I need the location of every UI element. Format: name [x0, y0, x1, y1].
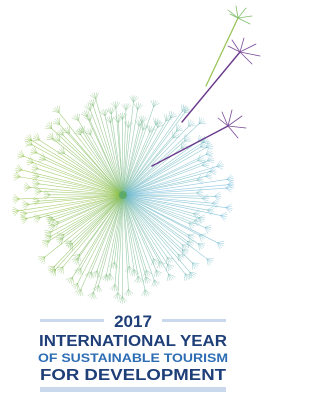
seed-tuft [158, 261, 160, 268]
seed-tuft [26, 183, 31, 188]
seed-tuft [202, 161, 207, 166]
seed-tuft [36, 187, 41, 192]
seed-tuft [27, 163, 34, 165]
seed-tuft [18, 156, 25, 158]
seed-tuft [45, 230, 52, 231]
seed-tuft [126, 105, 131, 110]
seed-tuft [78, 283, 80, 290]
seed-tuft [44, 192, 51, 194]
seed-tuft [228, 6, 252, 24]
seed-tuft [154, 280, 158, 285]
seed-ray [93, 106, 123, 195]
seed-tuft [26, 145, 33, 146]
seed-tuft [217, 241, 224, 242]
seed-tuft [133, 97, 138, 102]
seed-tuft [24, 204, 29, 209]
seed-tuft [153, 259, 158, 264]
seed-tuft [54, 222, 59, 227]
seed-tuft [192, 263, 197, 268]
seed-tuft [85, 116, 90, 121]
seed-tuft [128, 289, 133, 294]
seed-tuft [156, 270, 161, 275]
dandelion-center [119, 191, 127, 199]
seed-tuft [184, 106, 185, 113]
seed-tuft [118, 114, 123, 119]
seed-ray [70, 133, 123, 195]
seed-stem [206, 18, 238, 86]
seed-tuft [164, 114, 165, 121]
page: 2017 INTERNATIONAL YEAR OF SUSTAINABLE T… [0, 0, 266, 414]
seed-tuft [206, 155, 213, 157]
seed-tuft [196, 188, 201, 193]
seed-tuft [111, 103, 116, 108]
seed-tuft [197, 161, 204, 163]
seed-tuft [19, 152, 24, 157]
seed-tuft [214, 194, 221, 196]
seed-tuft [39, 160, 46, 162]
seed-tuft [114, 118, 119, 123]
seed-tuft [207, 161, 214, 163]
seed-tuft [81, 268, 82, 275]
seed-tuft [188, 234, 195, 235]
year: 2017 [114, 312, 152, 331]
logo: 2017 INTERNATIONAL YEAR OF SUSTAINABLE T… [0, 0, 266, 414]
seed-tuft [14, 199, 19, 204]
seed-tuft [120, 296, 122, 303]
seed-tuft [214, 196, 219, 201]
seed-tuft [198, 243, 205, 244]
seed-tuft [32, 148, 37, 153]
seed-tuft [153, 118, 155, 125]
seed-ray [123, 124, 199, 195]
seed-tuft [199, 119, 204, 124]
seed-tuft [202, 166, 209, 168]
seed-tuft [122, 114, 126, 119]
accent-bar [40, 387, 226, 392]
dandelion [12, 92, 234, 303]
seed-tuft [214, 192, 219, 196]
seed-tuft [33, 140, 40, 141]
seed-tuft [189, 223, 194, 228]
seed-ray [20, 195, 123, 199]
seed-tuft [45, 195, 50, 199]
seed-tuft [167, 274, 168, 281]
seed-tuft [110, 284, 115, 289]
seed-tuft [122, 296, 126, 301]
seed-tuft [154, 270, 156, 277]
seed-tuft [122, 296, 124, 303]
seed-tuft [218, 110, 246, 138]
seed-tuft [207, 156, 212, 161]
seed-tuft [86, 105, 91, 110]
title-line: INTERNATIONAL YEAR [39, 333, 227, 350]
seed-tuft [214, 196, 221, 198]
seed-tuft [152, 280, 154, 287]
seed-tuft [181, 104, 182, 111]
seed-tuft [205, 225, 212, 227]
seed-tuft [47, 124, 52, 129]
seed-ray [33, 163, 123, 195]
seed-tuft [78, 114, 79, 121]
seed-tuft [30, 153, 37, 155]
seed-tuft [81, 289, 83, 296]
seed-tuft [226, 208, 231, 213]
seed-ray [123, 195, 154, 280]
seed-tuft [73, 277, 74, 284]
seed-tuft [122, 113, 124, 120]
seed-tuft [82, 112, 87, 117]
title-line: OF SUSTAINABLE TOURISM [38, 353, 228, 365]
seed-tuft [169, 111, 170, 118]
seed-tuft [91, 128, 93, 135]
seed-tuft [45, 190, 50, 195]
seed-tuft [113, 292, 118, 297]
seed-tuft [205, 227, 210, 232]
seed-ray [122, 195, 123, 296]
seed-tuft [44, 195, 51, 197]
title-line: FOR DEVELOPMENT [40, 367, 227, 384]
seed-tuft [206, 149, 211, 154]
